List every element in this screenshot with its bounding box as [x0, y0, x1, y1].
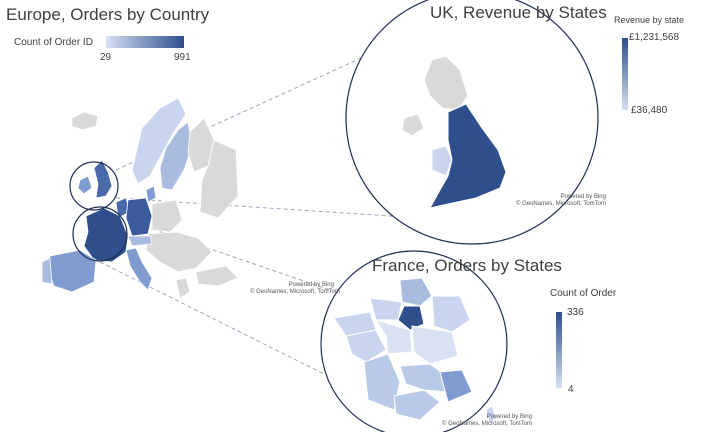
region-bourgogne[interactable]: [411, 325, 459, 365]
region-greece[interactable]: [175, 277, 191, 299]
france-legend-gradient: [556, 312, 562, 388]
uk-attribution: Powered by Bing © GeoNames, Microsoft, T…: [512, 194, 606, 208]
france-attribution-top-line2: © GeoNames, Microsoft, TomTom: [250, 289, 340, 295]
region-northern-ireland[interactable]: [401, 113, 425, 137]
region-alps[interactable]: [127, 235, 153, 247]
region-germany[interactable]: [125, 197, 153, 237]
region-wales[interactable]: [431, 145, 453, 177]
region-east[interactable]: [199, 139, 239, 219]
region-corse[interactable]: [485, 405, 497, 425]
region-hauts-de-france[interactable]: [399, 277, 433, 307]
europe-legend-max: 991: [174, 52, 191, 63]
region-denmark[interactable]: [145, 185, 157, 203]
uk-attribution-line2: © GeoNames, Microsoft, TomTom: [516, 201, 606, 207]
region-spain[interactable]: [47, 249, 97, 293]
france-attribution-bottom: Powered by Bing © GeoNames, Microsoft, T…: [438, 414, 532, 428]
region-occitanie[interactable]: [393, 389, 441, 421]
europe-title: Europe, Orders by Country: [6, 5, 210, 24]
region-balkans[interactable]: [145, 231, 213, 273]
region-italy[interactable]: [125, 247, 153, 291]
europe-legend-label: Count of Order ID: [14, 37, 93, 48]
uk-legend-max: £1,231,568: [629, 32, 680, 43]
region-england[interactable]: [429, 103, 507, 209]
region-normandie[interactable]: [369, 297, 403, 321]
region-uk[interactable]: [93, 159, 113, 199]
france-title: France, Orders by States: [372, 256, 562, 275]
france-legend-max: 336: [567, 307, 584, 318]
region-iceland[interactable]: [71, 111, 99, 131]
france-attribution-top-line1: Powered by Bing: [288, 282, 334, 288]
region-pays-de-la-loire[interactable]: [345, 329, 387, 363]
uk-legend-min: £36,480: [631, 105, 668, 116]
region-poland[interactable]: [151, 199, 183, 233]
region-sweden[interactable]: [159, 121, 193, 191]
region-provence[interactable]: [439, 369, 473, 403]
region-france[interactable]: [83, 207, 129, 263]
region-norway[interactable]: [131, 97, 187, 185]
region-ireland[interactable]: [77, 175, 93, 195]
france-attribution-bottom-line2: © GeoNames, Microsoft, TomTom: [442, 421, 532, 427]
france-legend-min: 4: [568, 384, 574, 395]
region-turkey[interactable]: [195, 265, 239, 287]
france-highlight-circle: [72, 206, 128, 262]
europe-legend-gradient: [106, 36, 184, 48]
region-portugal[interactable]: [41, 257, 53, 285]
uk-title: UK, Revenue by States: [430, 3, 607, 22]
europe-map: [41, 97, 239, 299]
region-centre[interactable]: [374, 319, 413, 355]
france-legend-label: Count of Order: [550, 288, 617, 299]
region-grand-est[interactable]: [431, 295, 471, 333]
uk-region-map: [401, 55, 507, 209]
europe-legend-min: 29: [100, 52, 112, 63]
france-attribution-top: Powered by Bing © GeoNames, Microsoft, T…: [250, 282, 340, 296]
uk-legend-label: Revenue by state: [614, 15, 685, 25]
uk-attribution-line1: Powered by Bing: [560, 194, 606, 200]
france-attribution-bottom-line1: Powered by Bing: [486, 414, 532, 420]
france-region-map: [333, 277, 473, 421]
uk-highlight-circle: [69, 161, 119, 211]
uk-legend-gradient: [622, 38, 628, 110]
